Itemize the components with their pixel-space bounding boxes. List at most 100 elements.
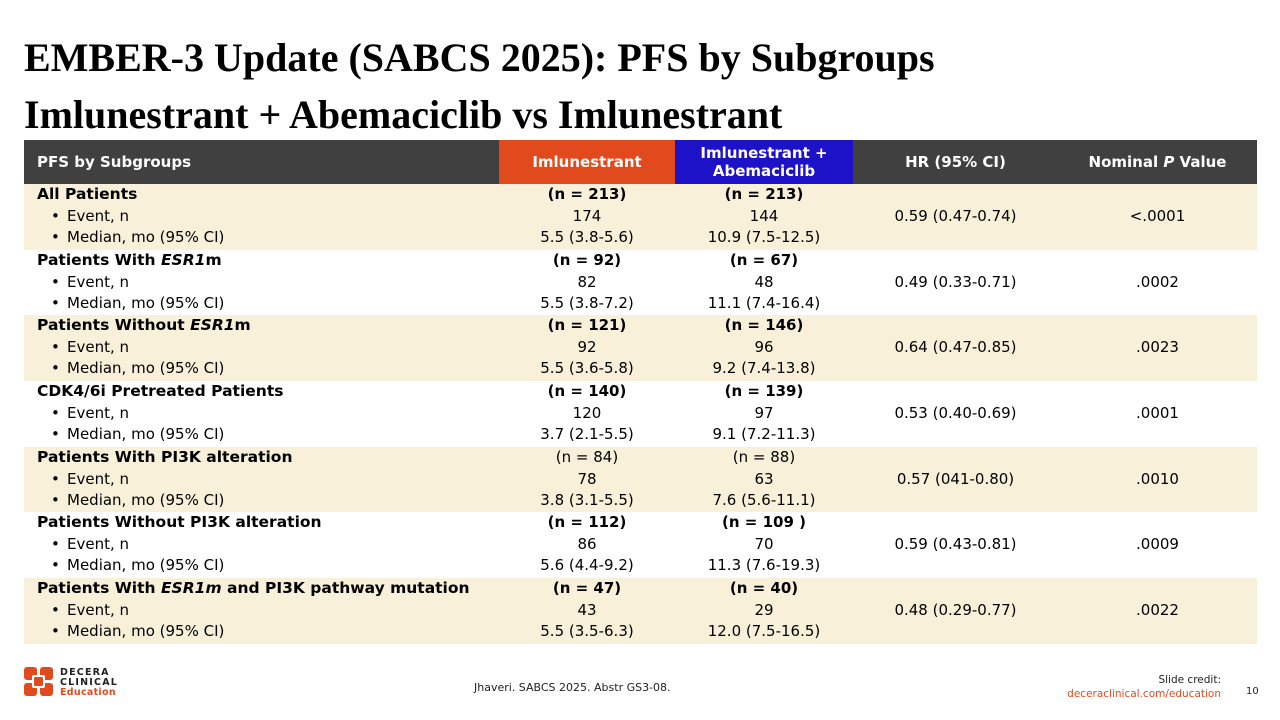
median-imlunestrant: 5.6 (4.4-9.2) [540,556,634,575]
slide-credit-label: Slide credit: [1158,674,1221,686]
header-imlunestrant: Imlunestrant [499,140,675,184]
table-row-group: Patients With PI3K alteration (n = 84) (n … [24,446,1257,513]
n-imlunestrant-abemaciclib: (n = 213) [724,185,804,203]
page-number: 10 [1246,686,1259,697]
p-value: <.0001 [1129,207,1186,225]
event-imlunestrant: 120 [572,404,602,423]
subgroup-name-text: Patients With [37,250,161,269]
event-imlunestrant-abemaciclib: 96 [754,338,774,357]
event-label: • Event, n [51,403,129,424]
table-row-group: CDK4/6i Pretreated Patients (n = 140) (n =… [24,381,1257,447]
pfs-subgroup-table: PFS by Subgroups Imlunestrant Imlunestra… [24,140,1257,644]
table-row-group: Patients With ESR1m (n = 92) (n = 67) • Even… [24,250,1257,316]
event-label-text: Event, n [67,535,130,554]
bullet-icon: • [51,601,60,620]
event-label-text: Event, n [67,338,130,357]
median-label: • Median, mo (95% CI) [51,424,224,445]
bullet-icon: • [51,425,60,444]
n-imlunestrant: (n = 140) [547,382,627,401]
subgroup-name: All Patients [37,184,137,205]
p-value: .0022 [1136,601,1179,620]
logo-text-decera: DECERA [60,667,110,678]
median-label-text: Median, mo (95% CI) [67,293,225,312]
subgroup-name-text: Patients With PI3K alteration [37,447,293,466]
median-label-text: Median, mo (95% CI) [67,490,225,509]
n-imlunestrant-abemaciclib: (n = 109 ) [722,513,806,532]
event-label-text: Event, n [67,207,130,225]
median-label: • Median, mo (95% CI) [51,621,224,642]
subgroup-name-italic: ESR1 [190,316,235,335]
n-imlunestrant: (n = 84) [555,447,619,466]
hazard-ratio: 0.57 (041-0.80) [896,469,1015,488]
decera-logo: DECERA CLINICAL Education [24,667,144,699]
logo-text-clinical: CLINICAL [60,677,119,688]
median-imlunestrant-abemaciclib: 9.1 (7.2-11.3) [712,425,816,444]
event-label: • Event, n [51,272,129,293]
median-imlunestrant: 5.5 (3.8-5.6) [540,228,634,246]
subgroup-name-suffix: and PI3K pathway mutation [221,579,470,598]
median-imlunestrant: 5.5 (3.5-6.3) [540,622,634,641]
median-label: • Median, mo (95% CI) [51,227,224,248]
header-p-value: Nominal P Value [1058,140,1257,184]
median-imlunestrant: 5.5 (3.8-7.2) [540,293,634,312]
event-imlunestrant-abemaciclib: 97 [754,404,774,423]
median-imlunestrant-abemaciclib: 9.2 (7.4-13.8) [712,359,816,378]
header-p-italic: P [1163,153,1175,171]
slide-credit-url[interactable]: deceraclinical.com/education [1067,688,1221,700]
bullet-icon: • [51,622,60,641]
citation-reference: Jhaveri. SABCS 2025. Abstr GS3-08. [474,681,671,694]
event-label: • Event, n [51,534,129,555]
logo-text-education: Education [60,687,116,698]
event-label-text: Event, n [67,469,130,488]
table-row-group: All Patients (n = 213) (n = 213) • Event, n 1… [24,184,1257,250]
subgroup-name-suffix: m [205,250,222,269]
p-value: .0009 [1136,535,1179,554]
n-imlunestrant-abemaciclib: (n = 40) [729,579,799,598]
table-header: PFS by Subgroups Imlunestrant Imlunestra… [24,140,1257,184]
median-imlunestrant: 5.5 (3.6-5.8) [540,359,634,378]
subgroup-name-suffix: m [234,316,251,335]
median-label: • Median, mo (95% CI) [51,490,224,511]
subgroup-name-italic: ESR1m [160,579,222,598]
p-value: .0002 [1136,272,1179,291]
table-row-group: Patients Without PI3K alteration (n = 112… [24,512,1257,578]
median-label: • Median, mo (95% CI) [51,358,224,379]
bullet-icon: • [51,359,60,378]
hazard-ratio: 0.59 (0.47-0.74) [894,207,1017,225]
bullet-icon: • [51,535,60,554]
event-imlunestrant: 43 [577,601,597,620]
bullet-icon: • [51,404,60,423]
event-imlunestrant-abemaciclib: 48 [754,272,774,291]
event-label-text: Event, n [67,601,130,620]
event-imlunestrant-abemaciclib: 63 [754,469,774,488]
bullet-icon: • [51,556,60,575]
n-imlunestrant: (n = 92) [552,250,622,269]
median-label-text: Median, mo (95% CI) [67,556,225,575]
median-imlunestrant-abemaciclib: 12.0 (7.5-16.5) [707,622,821,641]
bullet-icon: • [51,338,60,357]
median-imlunestrant-abemaciclib: 11.1 (7.4-16.4) [707,293,821,312]
hazard-ratio: 0.59 (0.43-0.81) [894,535,1017,554]
median-label-text: Median, mo (95% CI) [67,425,225,444]
subgroup-name-text: CDK4/6i Pretreated Patients [37,382,284,401]
header-imlunestrant-abemaciclib: Imlunestrant + Abemaciclib [675,140,853,184]
decera-logo-icon [24,667,53,696]
subgroup-name: Patients With PI3K alteration [37,447,292,468]
header-p-suffix: Value [1174,153,1227,171]
event-imlunestrant: 78 [577,469,597,488]
slide-title-line2: Imlunestrant + Abemaciclib vs Imlunestra… [24,92,783,137]
subgroup-name: CDK4/6i Pretreated Patients [37,381,283,402]
subgroup-name-text: All Patients [37,185,138,203]
event-label-text: Event, n [67,404,130,423]
event-label: • Event, n [51,469,129,490]
subgroup-name: Patients With ESR1m [37,250,222,271]
n-imlunestrant-abemaciclib: (n = 139) [724,382,804,401]
hazard-ratio: 0.48 (0.29-0.77) [894,601,1017,620]
table-row-group: Patients Without ESR1m (n = 121) (n = 146)… [24,315,1257,382]
event-label-text: Event, n [67,272,130,291]
subgroup-name: Patients Without ESR1m [37,315,251,336]
median-imlunestrant-abemaciclib: 10.9 (7.5-12.5) [707,228,821,246]
event-label: • Event, n [51,337,129,358]
n-imlunestrant-abemaciclib: (n = 67) [729,250,799,269]
bullet-icon: • [51,228,60,246]
